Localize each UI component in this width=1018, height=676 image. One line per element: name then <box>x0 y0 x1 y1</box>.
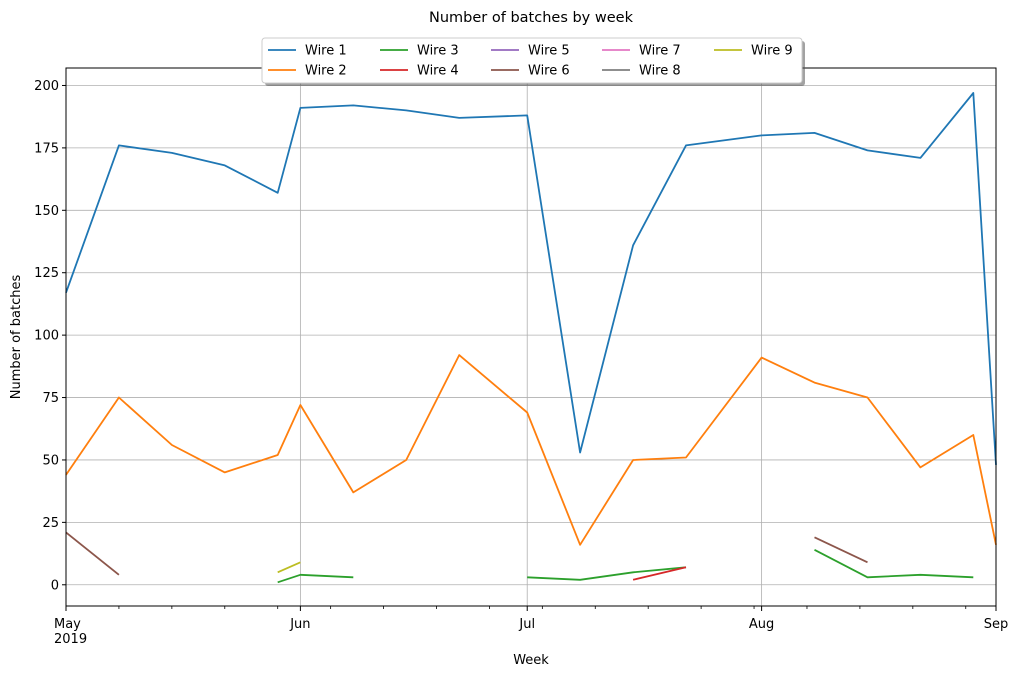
x-tick-sublabel: 2019 <box>54 632 87 647</box>
legend-label: Wire 9 <box>751 44 793 59</box>
y-axis-label: Number of batches <box>9 275 24 400</box>
y-tick-label: 100 <box>34 329 59 344</box>
series-line-wire-9 <box>277 561 301 574</box>
y-tick-label: 125 <box>34 266 59 281</box>
series-line-wire-3 <box>814 549 974 579</box>
legend-label: Wire 7 <box>639 44 681 59</box>
y-axis: 0 25 50 75 100 125 150 175 200 <box>34 79 66 593</box>
y-tick-label: 200 <box>34 79 59 94</box>
y-tick-label: 25 <box>42 516 59 531</box>
x-tick-label: Jun <box>289 617 310 632</box>
plot-lines <box>65 92 997 584</box>
x-tick-label: May <box>54 617 81 632</box>
legend-label: Wire 8 <box>639 64 681 79</box>
plot-frame <box>65 67 997 607</box>
series-line-wire-2 <box>65 354 997 546</box>
series-line-wire-3 <box>527 566 687 581</box>
y-tick-label: 50 <box>42 453 59 468</box>
legend-label: Wire 2 <box>305 64 347 79</box>
legend-label: Wire 4 <box>417 64 459 79</box>
series-line-wire-1 <box>65 92 997 465</box>
legend-label: Wire 1 <box>305 44 347 59</box>
y-tick-label: 0 <box>51 578 59 593</box>
y-tick-label: 175 <box>34 141 59 156</box>
series-line-wire-4 <box>632 566 687 581</box>
x-tick-label: Jul <box>518 617 535 632</box>
legend-label: Wire 6 <box>528 64 570 79</box>
grid <box>65 68 997 606</box>
chart-title: Number of batches by week <box>429 10 634 26</box>
series-line-wire-6 <box>814 536 868 564</box>
legend: Wire 1 Wire 2 Wire 3 Wire 4 Wire 5 Wire 6 Wire… <box>261 37 805 86</box>
series-line-wire-3 <box>277 573 354 584</box>
x-tick-label: Sep <box>984 617 1009 632</box>
series-line-wire-6 <box>65 531 120 576</box>
x-tick-label: Aug <box>749 617 774 632</box>
legend-label: Wire 5 <box>528 44 570 59</box>
y-tick-label: 75 <box>42 391 59 406</box>
y-tick-label: 150 <box>34 204 59 219</box>
x-axis-label: Week <box>513 653 549 668</box>
legend-label: Wire 3 <box>417 44 459 59</box>
